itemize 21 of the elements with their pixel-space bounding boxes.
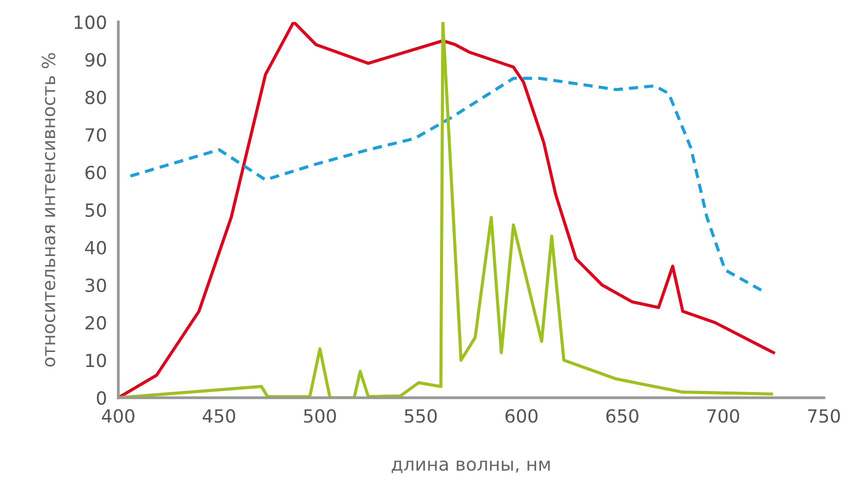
y-tick-label: 60 (85, 166, 106, 180)
x-axis-title: длина волны, нм (392, 460, 550, 474)
y-tick-label: 10 (86, 354, 106, 368)
y-tick-label: 30 (86, 278, 106, 292)
x-tick-label: 750 (808, 409, 840, 423)
y-tick-label: 70 (86, 128, 106, 142)
x-tick-label: 450 (202, 409, 236, 423)
x-tick-label: 700 (707, 409, 740, 423)
x-tick-label: 650 (606, 409, 638, 423)
x-tick-label: 500 (304, 409, 336, 423)
y-tick-label: 50 (86, 203, 106, 217)
x-tick-label: 550 (404, 409, 437, 423)
y-tick-label: 20 (86, 316, 106, 330)
y-tick-label: 80 (85, 90, 106, 104)
y-tick-label: 100 (74, 15, 106, 30)
x-tick-label: 600 (506, 409, 538, 423)
x-tick-label: 400 (102, 409, 134, 423)
y-tick-label: 90 (85, 52, 106, 67)
y-axis-title: относительная интенсивность % (42, 53, 56, 367)
y-tick-label: 0 (96, 391, 106, 405)
y-tick-label: 40 (85, 240, 106, 255)
